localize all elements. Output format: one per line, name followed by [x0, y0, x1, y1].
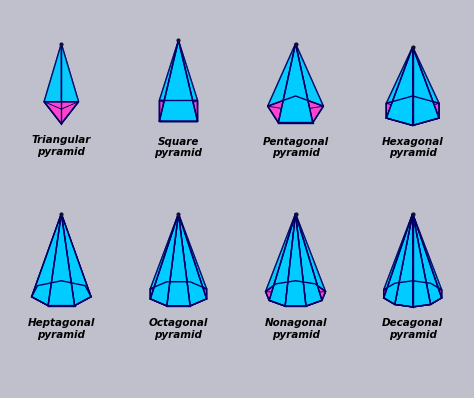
Polygon shape: [44, 44, 61, 124]
Polygon shape: [178, 40, 198, 121]
Polygon shape: [159, 40, 178, 121]
Text: Pentagonal
pyramid: Pentagonal pyramid: [263, 137, 328, 158]
Polygon shape: [278, 44, 313, 123]
Polygon shape: [150, 214, 178, 289]
Polygon shape: [285, 214, 306, 306]
Text: Triangular
pyramid: Triangular pyramid: [32, 135, 91, 157]
Polygon shape: [159, 40, 198, 121]
Polygon shape: [386, 47, 413, 125]
Polygon shape: [159, 100, 198, 121]
Polygon shape: [61, 214, 85, 286]
Polygon shape: [268, 96, 323, 123]
Polygon shape: [48, 214, 74, 306]
Polygon shape: [296, 214, 326, 292]
Polygon shape: [384, 281, 442, 307]
Polygon shape: [384, 214, 413, 304]
Polygon shape: [265, 281, 326, 306]
Polygon shape: [32, 281, 91, 306]
Polygon shape: [268, 44, 296, 106]
Text: Nonagonal
pyramid: Nonagonal pyramid: [264, 318, 327, 340]
Polygon shape: [384, 214, 413, 290]
Polygon shape: [32, 214, 61, 297]
Text: Octagonal
pyramid: Octagonal pyramid: [149, 318, 208, 340]
Polygon shape: [413, 214, 442, 290]
Polygon shape: [384, 214, 413, 298]
Polygon shape: [265, 214, 296, 300]
Polygon shape: [276, 214, 296, 284]
Polygon shape: [269, 214, 296, 306]
Polygon shape: [413, 214, 442, 298]
Polygon shape: [150, 282, 207, 306]
Polygon shape: [61, 44, 79, 124]
Polygon shape: [32, 214, 61, 306]
Polygon shape: [178, 214, 207, 289]
Polygon shape: [395, 214, 413, 307]
Polygon shape: [296, 44, 323, 106]
Polygon shape: [413, 214, 442, 304]
Polygon shape: [167, 214, 190, 282]
Text: Square
pyramid: Square pyramid: [155, 137, 202, 158]
Polygon shape: [178, 214, 207, 299]
Polygon shape: [296, 44, 323, 123]
Polygon shape: [265, 214, 296, 292]
Text: Decagonal
pyramid: Decagonal pyramid: [382, 318, 443, 340]
Polygon shape: [268, 44, 296, 123]
Polygon shape: [44, 102, 79, 124]
Polygon shape: [386, 96, 439, 125]
Polygon shape: [296, 214, 326, 300]
Text: Hexagonal
pyramid: Hexagonal pyramid: [382, 137, 444, 158]
Polygon shape: [386, 47, 413, 103]
Polygon shape: [167, 214, 190, 306]
Polygon shape: [296, 214, 315, 284]
Polygon shape: [159, 40, 198, 100]
Polygon shape: [296, 214, 322, 306]
Polygon shape: [413, 47, 439, 103]
Polygon shape: [150, 214, 178, 299]
Text: Heptagonal
pyramid: Heptagonal pyramid: [27, 318, 95, 340]
Polygon shape: [413, 47, 439, 125]
Polygon shape: [37, 214, 61, 286]
Polygon shape: [61, 214, 91, 297]
Polygon shape: [178, 214, 207, 306]
Polygon shape: [386, 47, 413, 118]
Polygon shape: [413, 214, 430, 283]
Polygon shape: [395, 214, 413, 283]
Polygon shape: [150, 214, 178, 306]
Polygon shape: [44, 44, 79, 102]
Polygon shape: [413, 47, 439, 118]
Polygon shape: [61, 214, 91, 306]
Polygon shape: [413, 214, 430, 307]
